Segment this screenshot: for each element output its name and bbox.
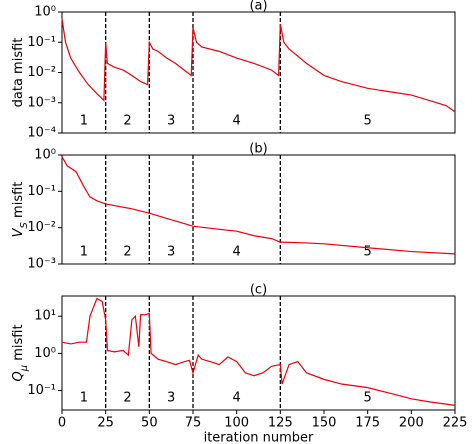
y-axis-label-part: μ — [19, 365, 30, 372]
stage-label: 2 — [123, 245, 131, 260]
stage-label: 1 — [80, 391, 88, 406]
x-tick-label: 25 — [97, 416, 114, 431]
y-tick-label: 10⁰ — [34, 148, 56, 163]
plot-frame — [61, 295, 456, 411]
y-axis-label-part: data misfit — [11, 38, 26, 108]
y-tick-label: 10⁻¹ — [27, 383, 56, 398]
stage-label: 3 — [167, 245, 175, 260]
stage-label: 5 — [364, 114, 372, 129]
stage-label: 2 — [123, 114, 131, 129]
x-tick-label: 175 — [355, 416, 380, 431]
x-tick-label: 225 — [443, 416, 468, 431]
y-tick-label: 10⁻¹ — [27, 184, 56, 199]
y-tick-label: 10¹ — [34, 309, 56, 324]
stage-label: 4 — [233, 245, 241, 260]
stage-label: 2 — [123, 391, 131, 406]
stage-label: 5 — [364, 245, 372, 260]
stage-label: 1 — [80, 245, 88, 260]
y-tick-label: 10⁻⁴ — [27, 126, 56, 141]
y-axis-label-part: S — [19, 221, 30, 228]
y-axis-label-part: Q — [11, 371, 26, 381]
y-axis-label-part: V — [11, 227, 26, 237]
y-axis-label: Qμ misfit — [11, 324, 30, 381]
x-axis-label: iteration number — [204, 431, 314, 444]
stage-label: 1 — [80, 114, 88, 129]
y-tick-label: 10⁰ — [34, 5, 56, 20]
series-line — [61, 18, 456, 113]
y-axis-label-part: misfit — [11, 324, 26, 364]
y-tick-label: 10⁻³ — [27, 257, 56, 272]
stage-label: 5 — [364, 391, 372, 406]
y-axis-label: VS misfit — [11, 182, 30, 238]
series-line — [61, 297, 456, 406]
x-tick-label: 200 — [399, 416, 424, 431]
y-axis-label-part: misfit — [11, 182, 26, 222]
y-axis-label: data misfit — [11, 38, 26, 108]
series-line — [61, 156, 456, 255]
x-tick-label: 0 — [58, 416, 66, 431]
plot-frame — [61, 154, 456, 265]
y-tick-label: 10⁻³ — [27, 95, 56, 110]
stage-label: 4 — [233, 114, 241, 129]
stage-label: 4 — [233, 391, 241, 406]
y-tick-label: 10⁻² — [27, 220, 56, 235]
x-tick-label: 150 — [312, 416, 337, 431]
y-tick-label: 10⁰ — [34, 346, 56, 361]
y-tick-label: 10⁻¹ — [27, 35, 56, 50]
plot-frame — [61, 11, 456, 134]
panel-title: (c) — [250, 283, 267, 298]
x-tick-label: 75 — [185, 416, 202, 431]
x-tick-label: 125 — [268, 416, 293, 431]
x-tick-label: 100 — [224, 416, 249, 431]
stage-label: 3 — [167, 114, 175, 129]
x-tick-label: 50 — [141, 416, 158, 431]
panel-title: (b) — [249, 142, 267, 157]
y-tick-label: 10⁻² — [27, 65, 56, 80]
stage-label: 3 — [167, 391, 175, 406]
panel-title: (a) — [249, 0, 267, 14]
